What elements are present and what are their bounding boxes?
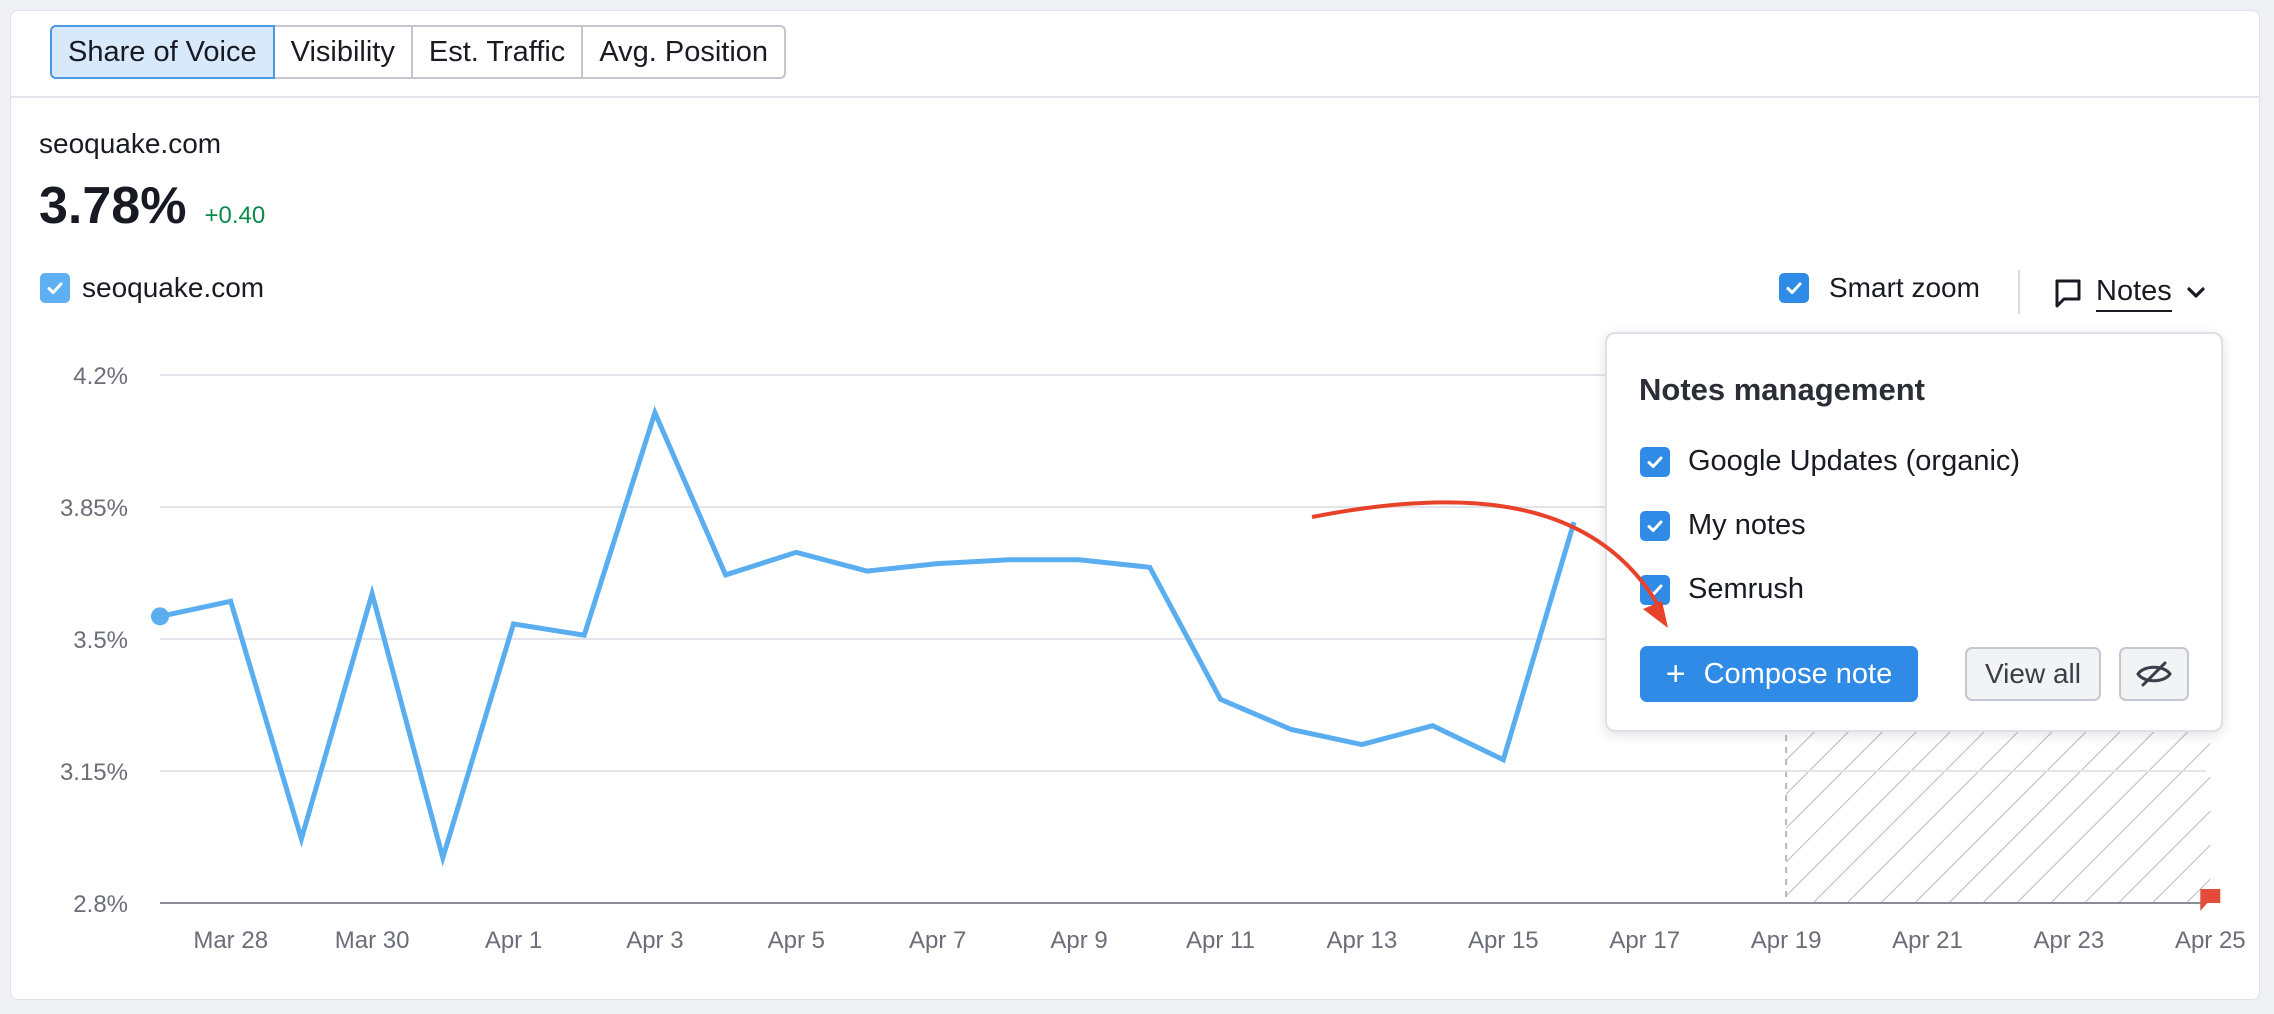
x-tick-label: Apr 1 — [485, 927, 542, 954]
check-icon — [1647, 456, 1663, 468]
tab-share-of-voice[interactable]: Share of Voice — [50, 25, 275, 79]
notes-management-popover: Notes management Google Updates (organic… — [1605, 332, 2223, 732]
plus-icon: + — [1665, 655, 1686, 693]
summary-metric: 3.78% +0.40 — [39, 176, 265, 236]
series-checkbox[interactable] — [40, 273, 70, 303]
tab-est-traffic[interactable]: Est. Traffic — [412, 25, 584, 79]
x-tick-label: Apr 25 — [2175, 927, 2246, 954]
check-icon — [1647, 520, 1663, 532]
controls-divider — [2018, 270, 2020, 314]
series-start-dot — [151, 607, 169, 626]
notes-label: Notes — [2096, 275, 2172, 312]
smart-zoom-label: Smart zoom — [1829, 272, 1980, 303]
view-all-button[interactable]: View all — [1965, 647, 2101, 701]
summary-value: 3.78% — [39, 177, 187, 235]
x-tick-label: Mar 30 — [335, 927, 410, 954]
note-source-label: My notes — [1688, 509, 1806, 541]
y-tick-label: 3.5% — [73, 627, 128, 654]
note-icon — [2055, 279, 2081, 308]
y-tick-label: 3.15% — [60, 759, 128, 786]
notes-dropdown-button[interactable]: Notes — [2052, 270, 2206, 316]
check-icon — [47, 282, 63, 294]
x-tick-label: Apr 15 — [1468, 927, 1539, 954]
eye-off-icon — [2136, 661, 2172, 687]
note-source-label: Google Updates (organic) — [1688, 445, 2021, 477]
hide-notes-button[interactable] — [2119, 647, 2189, 701]
x-tick-label: Apr 13 — [1327, 927, 1398, 954]
note-flag-icon — [2200, 889, 2221, 911]
x-tick-label: Apr 11 — [1186, 927, 1255, 954]
metric-tabs-bar: Share of Voice Visibility Est. Traffic A… — [11, 11, 2259, 98]
note-source-semrush[interactable]: Semrush — [1640, 573, 1804, 606]
compose-note-button[interactable]: + Compose note — [1640, 646, 1918, 702]
note-source-label: Semrush — [1688, 573, 1805, 605]
note-source-checkbox[interactable] — [1640, 446, 1670, 477]
x-tick-label: Apr 5 — [768, 927, 825, 954]
compose-note-label: Compose note — [1703, 657, 1893, 690]
x-tick-label: Apr 19 — [1751, 927, 1822, 954]
chevron-down-icon — [2187, 287, 2205, 298]
note-source-my-notes[interactable]: My notes — [1640, 509, 1806, 542]
x-tick-label: Apr 3 — [626, 927, 683, 954]
x-tick-label: Apr 21 — [1892, 927, 1963, 954]
series-line — [159, 405, 1577, 867]
tab-avg-position[interactable]: Avg. Position — [583, 25, 787, 79]
y-tick-label: 2.8% — [73, 891, 128, 918]
y-tick-label: 4.2% — [73, 363, 128, 390]
note-source-google-updates[interactable]: Google Updates (organic) — [1640, 445, 2020, 478]
tab-visibility[interactable]: Visibility — [274, 25, 413, 79]
x-tick-label: Apr 9 — [1050, 927, 1107, 954]
x-tick-label: Apr 17 — [1609, 927, 1680, 954]
note-source-checkbox[interactable] — [1640, 574, 1670, 605]
summary-domain: seoquake.com — [39, 128, 222, 159]
series-legend[interactable]: seoquake.com — [40, 272, 264, 304]
x-tick-label: Apr 23 — [2034, 927, 2105, 954]
smart-zoom-toggle[interactable]: Smart zoom — [1779, 272, 1980, 304]
check-icon — [1786, 282, 1802, 294]
popover-title: Notes management — [1639, 372, 1925, 407]
y-tick-label: 3.85% — [60, 495, 128, 522]
x-tick-label: Mar 28 — [193, 927, 268, 954]
summary-delta: +0.40 — [204, 202, 266, 229]
series-legend-label: seoquake.com — [82, 272, 265, 303]
metric-tabs: Share of Voice Visibility Est. Traffic A… — [50, 25, 787, 79]
check-icon — [1647, 584, 1663, 596]
x-tick-label: Apr 7 — [909, 927, 966, 954]
smart-zoom-checkbox[interactable] — [1779, 273, 1809, 303]
note-source-checkbox[interactable] — [1640, 510, 1670, 541]
